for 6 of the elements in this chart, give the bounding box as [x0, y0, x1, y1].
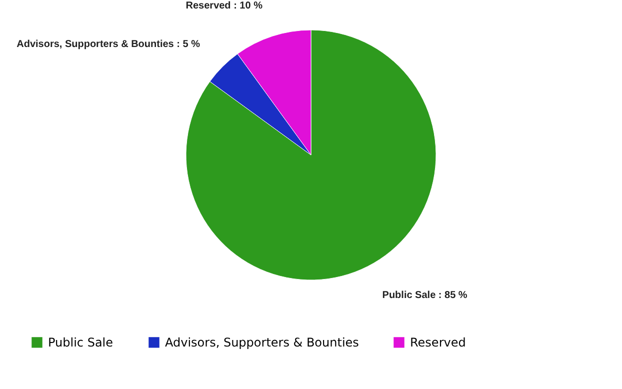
data-label: Public Sale : 85 % [382, 290, 468, 301]
legend-label: Public Sale [48, 335, 114, 350]
legend-label: Reserved [410, 335, 466, 350]
data-label: Reserved : 10 % [186, 0, 263, 12]
data-label: Advisors, Supporters & Bounties : 5 % [16, 38, 200, 50]
legend-label: Advisors, Supporters & Bounties [165, 335, 359, 350]
